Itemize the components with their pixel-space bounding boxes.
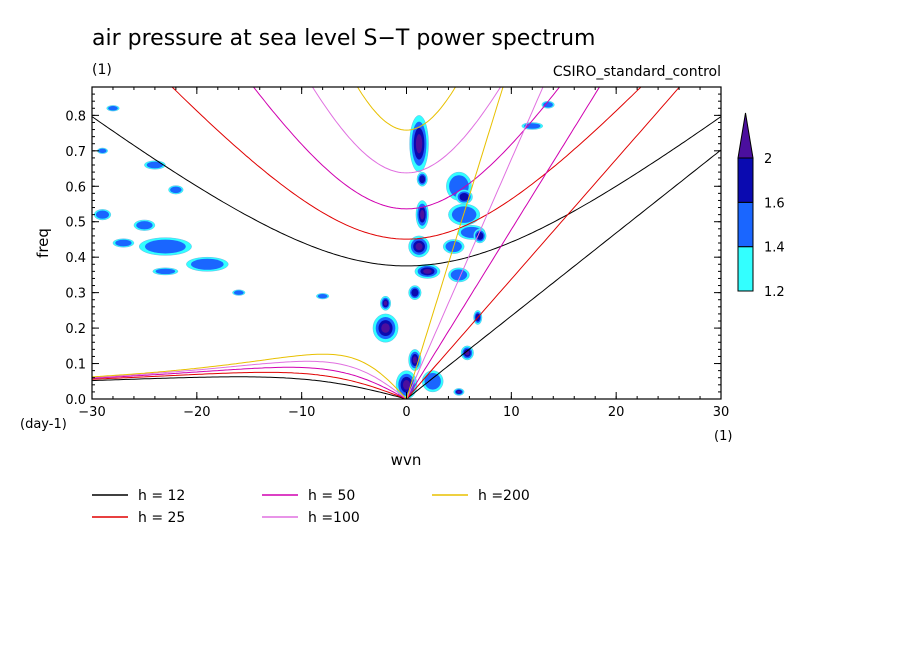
- x-tick-label: 30: [713, 405, 730, 420]
- rossby-curve-h200: [92, 353, 407, 399]
- contour-blob: [459, 192, 469, 201]
- contour-blob: [170, 186, 182, 194]
- kelvin-curve-h50: [406, 87, 601, 399]
- contour-blob: [95, 210, 110, 219]
- contour-blob: [98, 148, 107, 154]
- rossby-curve-h100: [92, 360, 407, 399]
- y-axis-label: freq: [34, 228, 52, 258]
- y-tick-label: 0.0: [65, 393, 86, 408]
- contour-blob: [415, 134, 423, 154]
- colorbar-box: [737, 157, 754, 203]
- x-tick-label: −10: [288, 405, 315, 420]
- y-tick-label: 0.6: [65, 180, 86, 195]
- gravity-curve-h12: [92, 116, 721, 267]
- x-tick-label: −30: [78, 405, 105, 420]
- x-axis-label: wvn: [391, 451, 422, 469]
- dispersion-curves: [92, 87, 721, 399]
- chart-subtitle-right: CSIRO_standard_control: [553, 64, 721, 80]
- colorbar-label: 2: [764, 152, 772, 167]
- contour-blob: [476, 231, 484, 240]
- colorbar-box: [737, 201, 754, 248]
- legend-label: h =200: [478, 488, 530, 504]
- rossby-curve-h50: [92, 366, 407, 399]
- contour-blob: [424, 372, 441, 390]
- gravity-curve-h200: [356, 87, 457, 131]
- contour-blob: [419, 175, 426, 184]
- x-tick-label: 20: [608, 405, 625, 420]
- contour-blob: [524, 123, 541, 129]
- legend-label: h = 25: [138, 510, 185, 526]
- y-tick-label: 0.5: [65, 216, 86, 231]
- contour-blob: [423, 268, 432, 274]
- contour-blob: [136, 221, 153, 230]
- chart-title: air pressure at sea level S−T power spec…: [92, 26, 595, 51]
- chart-subtitle-left: (1): [92, 62, 112, 78]
- y-tick-label: 0.3: [65, 287, 86, 302]
- axis-ticks: −30 −20 −10 0 10 20 30 0.0 0.1 0.2 0.3 0.4 0.5 0.6 0.7…: [65, 87, 729, 420]
- gravity-curve-h100: [311, 87, 502, 174]
- y-tick-label: 0.2: [65, 322, 86, 337]
- contour-blob: [402, 379, 411, 390]
- x-tick-label: −20: [183, 405, 210, 420]
- colorbar-box: [737, 246, 754, 292]
- contour-blob: [415, 242, 423, 251]
- contour-blob: [144, 239, 186, 254]
- kelvin-curve-h25: [406, 87, 681, 399]
- contour-blob: [450, 269, 468, 281]
- gravity-curve-h25: [171, 87, 642, 240]
- contour-blob: [155, 268, 176, 275]
- contour-blob: [233, 290, 244, 295]
- colorbar-top-arrow: [737, 112, 754, 159]
- colorbar-label: 1.4: [764, 241, 785, 256]
- contour-blob: [381, 323, 390, 333]
- y-tick-label: 0.7: [65, 145, 86, 160]
- contour-blob: [115, 239, 132, 247]
- x-tick-label: 10: [503, 405, 520, 420]
- contour-blob: [190, 258, 224, 270]
- contour-blob: [457, 390, 461, 394]
- legend-label: h = 12: [138, 488, 185, 504]
- kelvin-curve-h200: [406, 87, 504, 399]
- colorbar-label: 1.6: [764, 196, 785, 211]
- contour-blob: [146, 161, 164, 169]
- legend-label: h =100: [308, 510, 360, 526]
- legend-label: h = 50: [308, 488, 355, 504]
- kelvin-curve-h100: [406, 87, 544, 399]
- contour-blob: [451, 206, 477, 223]
- y-unit-label: (day-1): [20, 417, 67, 432]
- x-unit-label: (1): [714, 429, 732, 444]
- power-contours: [93, 100, 555, 399]
- contour-blob: [317, 293, 328, 299]
- rossby-curve-h12: [92, 376, 407, 399]
- rossby-curve-h25: [92, 371, 407, 399]
- legend: h = 12 h = 25 h = 50 h =100 h =200: [92, 488, 530, 526]
- contour-blob: [108, 106, 118, 111]
- gravity-curve-h50: [252, 87, 561, 210]
- contour-blob: [383, 300, 388, 306]
- y-tick-label: 0.8: [65, 109, 86, 124]
- y-tick-label: 0.4: [65, 251, 86, 266]
- contour-blob: [411, 288, 419, 297]
- contour-blob: [543, 101, 553, 108]
- colorbar-label: 1.2: [764, 285, 785, 300]
- y-tick-label: 0.1: [65, 358, 86, 373]
- contour-blob: [412, 356, 418, 364]
- x-tick-label: 0: [402, 405, 410, 420]
- colorbar: 1.2 1.4 1.6 2: [737, 112, 785, 300]
- contour-blob: [420, 209, 425, 220]
- kelvin-curve-h12: [406, 149, 721, 399]
